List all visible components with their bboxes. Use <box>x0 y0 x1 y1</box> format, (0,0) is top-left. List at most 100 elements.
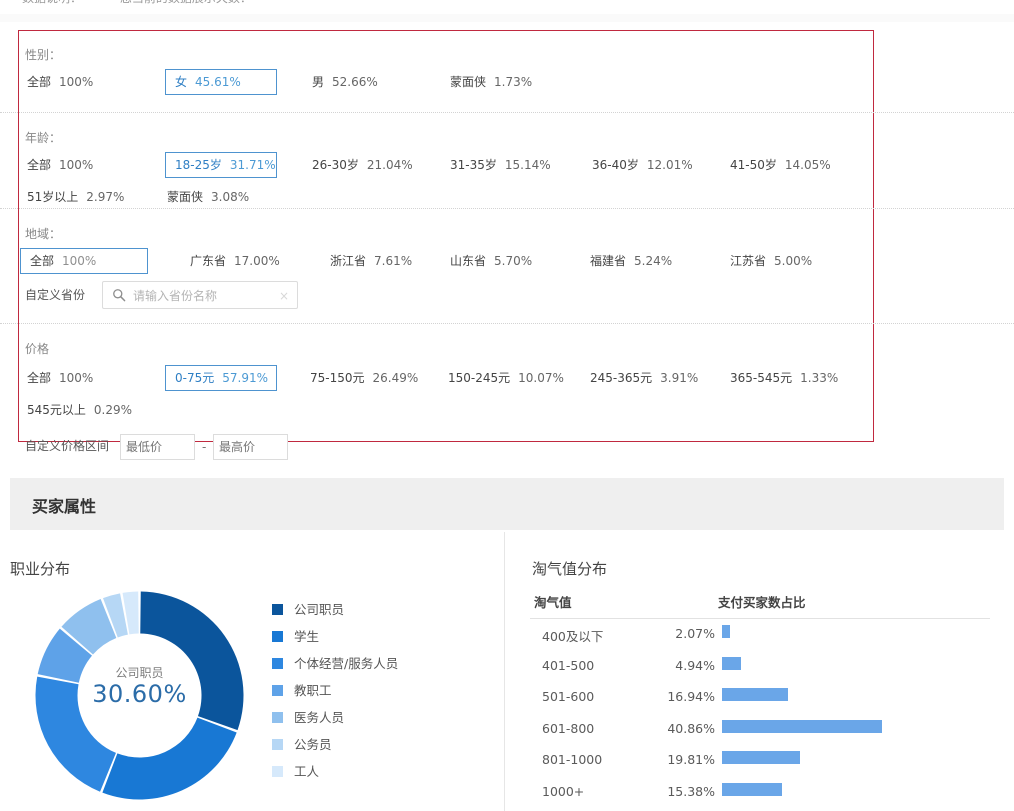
donut-center-value: 30.60% <box>92 680 187 708</box>
table-row: 801-1000 19.81% <box>530 745 990 777</box>
donut-slice[interactable] <box>122 591 139 635</box>
chip-gender-masked[interactable]: 蒙面侠 1.73% <box>448 70 534 94</box>
filter-section-age: 年龄： 全部 100% 18-25岁 31.71% 26-30岁 21.04% 31-… <box>0 112 1014 208</box>
chip-region-all[interactable]: 全部 100% <box>20 248 148 274</box>
occupation-donut-chart: 公司职员 30.60% <box>32 588 247 803</box>
table-row: 1000+ 15.38% <box>530 777 990 809</box>
chip-label: 蒙面侠 <box>167 190 204 204</box>
chip-pct: 21.04% <box>366 158 413 172</box>
chip-pct: 31.71% <box>229 158 276 172</box>
price-max-input[interactable] <box>213 434 288 460</box>
chip-region-fujian[interactable]: 福建省 5.24% <box>588 249 674 273</box>
legend-item[interactable]: 个体经营/服务人员 <box>272 650 398 677</box>
clipped-text-a: 数据说明： <box>22 0 82 5</box>
chip-label: 36-40岁 <box>592 158 639 172</box>
chip-pct: 100% <box>62 254 97 268</box>
legend-item[interactable]: 工人 <box>272 758 398 785</box>
chip-label: 浙江省 <box>330 254 367 268</box>
legend-label: 学生 <box>294 629 320 644</box>
donut-slice[interactable] <box>35 676 116 792</box>
chip-region-guangdong[interactable]: 广东省 17.00% <box>188 249 282 273</box>
legend-label: 教职工 <box>294 683 332 698</box>
chip-age-all[interactable]: 全部 100% <box>25 153 95 177</box>
chip-gender-female[interactable]: 女 45.61% <box>165 69 277 95</box>
chip-age-51-plus[interactable]: 51岁以上 2.97% <box>25 185 126 209</box>
row-value: 2.07% <box>675 626 715 641</box>
clear-icon[interactable]: × <box>278 289 289 303</box>
chip-label: 150-245元 <box>448 371 511 385</box>
legend-label: 公务员 <box>294 737 332 752</box>
chip-region-jiangsu[interactable]: 江苏省 5.00% <box>728 249 814 273</box>
legend-item[interactable]: 医务人员 <box>272 704 398 731</box>
col-header-buyer-share: 支付买家数占比 <box>718 595 806 610</box>
legend-item[interactable]: 学生 <box>272 623 398 650</box>
col-header-naughty-value: 淘气值 <box>534 595 572 610</box>
legend-item[interactable]: 教职工 <box>272 677 398 704</box>
chip-label: 41-50岁 <box>730 158 777 172</box>
chip-price-245-365[interactable]: 245-365元 3.91% <box>588 366 700 390</box>
chip-pct: 14.05% <box>784 158 831 172</box>
custom-province-label: 自定义省份 <box>25 288 86 302</box>
donut-slice[interactable] <box>140 591 244 731</box>
legend-label: 工人 <box>294 764 320 779</box>
chip-age-26-30[interactable]: 26-30岁 21.04% <box>310 153 415 177</box>
donut-slice[interactable] <box>103 593 128 638</box>
chip-pct: 3.91% <box>660 371 699 385</box>
chip-label: 蒙面侠 <box>450 75 487 89</box>
chip-region-zhejiang[interactable]: 浙江省 7.61% <box>328 249 414 273</box>
chip-age-41-50[interactable]: 41-50岁 14.05% <box>728 153 833 177</box>
chip-age-31-35[interactable]: 31-35岁 15.14% <box>448 153 553 177</box>
donut-slice[interactable] <box>37 628 92 683</box>
chip-age-36-40[interactable]: 36-40岁 12.01% <box>590 153 695 177</box>
chip-price-all[interactable]: 全部 100% <box>25 366 95 390</box>
legend-item[interactable]: 公司职员 <box>272 596 398 623</box>
row-label: 400及以下 <box>542 629 604 644</box>
legend-swatch <box>272 685 283 696</box>
chip-price-0-75[interactable]: 0-75元 57.91% <box>165 365 277 391</box>
chip-gender-male[interactable]: 男 52.66% <box>310 70 380 94</box>
legend-swatch <box>272 631 283 642</box>
chip-gender-all[interactable]: 全部 100% <box>25 70 95 94</box>
chip-age-masked[interactable]: 蒙面侠 3.08% <box>165 185 251 209</box>
chip-label: 75-150元 <box>310 371 365 385</box>
chip-price-75-150[interactable]: 75-150元 26.49% <box>308 366 420 390</box>
row-label: 801-1000 <box>542 752 603 767</box>
legend-label: 医务人员 <box>294 710 345 725</box>
chip-label: 女 <box>175 75 188 89</box>
chip-pct: 12.01% <box>646 158 693 172</box>
chip-label: 全部 <box>27 371 52 385</box>
table-row: 501-600 16.94% <box>530 682 990 714</box>
province-search-input[interactable]: 请输入省份名称 × <box>102 281 298 309</box>
chip-label: 广东省 <box>190 254 227 268</box>
chip-price-545-plus[interactable]: 545元以上 0.29% <box>25 398 134 422</box>
chip-price-365-545[interactable]: 365-545元 1.33% <box>728 366 840 390</box>
chip-label: 男 <box>312 75 325 89</box>
chip-label: 31-35岁 <box>450 158 497 172</box>
donut-slice[interactable] <box>102 717 237 800</box>
chip-pct: 45.61% <box>195 75 241 89</box>
row-bar <box>722 751 800 764</box>
chip-pct: 26.49% <box>372 371 419 385</box>
row-label: 1000+ <box>542 783 585 799</box>
chip-pct: 17.00% <box>234 254 280 268</box>
chip-pct: 100% <box>59 158 94 172</box>
chip-label: 51岁以上 <box>27 190 79 204</box>
filter-section-price: 价格 全部 100% 0-75元 57.91% 75-150元 26.49% 150-… <box>0 323 1014 460</box>
buyer-attributes-title: 买家属性 <box>32 497 97 516</box>
chip-age-18-25[interactable]: 18-25岁 31.71% <box>165 152 277 178</box>
age-label: 年龄： <box>25 131 62 145</box>
row-value: 4.94% <box>675 657 715 673</box>
chip-pct: 100% <box>59 75 94 89</box>
chip-label: 福建省 <box>590 254 627 268</box>
donut-slice[interactable] <box>61 599 117 655</box>
legend-label: 个体经营/服务人员 <box>294 656 399 671</box>
occupation-legend: 公司职员学生个体经营/服务人员 教职工医务人员公务员工人 <box>272 596 398 785</box>
chip-price-150-245[interactable]: 150-245元 10.07% <box>446 366 566 390</box>
donut-svg <box>35 591 244 800</box>
clipped-text-b: 您当前的数据展示天数： <box>120 0 252 5</box>
price-min-input[interactable] <box>120 434 195 460</box>
chip-region-shandong[interactable]: 山东省 5.70% <box>448 249 534 273</box>
row-bar <box>722 656 742 670</box>
chip-label: 全部 <box>27 75 52 89</box>
legend-item[interactable]: 公务员 <box>272 731 398 758</box>
